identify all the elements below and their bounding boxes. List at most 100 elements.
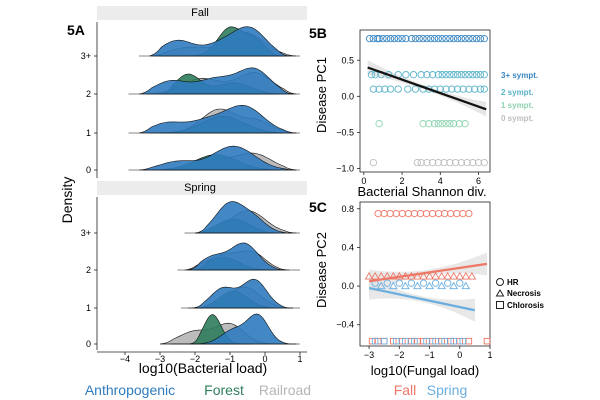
x-axis-title-5c: log10(Fungal load) bbox=[371, 363, 479, 378]
point-5b-3-sympt- bbox=[373, 34, 381, 43]
point-5c-fall-hr bbox=[392, 209, 400, 218]
x-tick-label-5b: 4 bbox=[438, 176, 443, 186]
point-5b-1-sympt- bbox=[446, 120, 454, 128]
point-5b-2-sympt- bbox=[472, 71, 481, 79]
y-axis-title-5a: Density bbox=[59, 177, 75, 224]
point-5b-1-sympt- bbox=[425, 120, 433, 128]
y-tick-label-5c: 0.0 bbox=[341, 281, 354, 291]
point-5b-3-sympt- bbox=[415, 34, 423, 43]
point-5b-2-sympt-low- bbox=[411, 85, 420, 93]
point-5c-fall-necrosis bbox=[443, 271, 453, 280]
point-5b-2-sympt-low- bbox=[453, 85, 462, 93]
panel-5a: −4 −3 −2 −1 0 1 3+ 2 1 0 3+ 2 1 0 bbox=[81, 6, 307, 364]
point-5c-spring-chlorosis bbox=[459, 337, 467, 345]
point-5b-1-sympt- bbox=[461, 120, 469, 128]
point-5c-fall-necrosis bbox=[370, 271, 380, 280]
point-5b-3-sympt- bbox=[383, 34, 391, 43]
point-5c-fall-hr bbox=[398, 209, 406, 218]
point-5b-2-sympt- bbox=[438, 71, 446, 79]
point-5b-3-sympt- bbox=[453, 34, 462, 43]
point-5b-0-sympt- bbox=[440, 158, 448, 167]
point-5b-0-sympt- bbox=[463, 158, 471, 167]
point-5b-3-sympt- bbox=[450, 34, 458, 43]
point-5c-spring-hr bbox=[456, 279, 464, 287]
point-5b-2-sympt- bbox=[409, 71, 418, 79]
fit-line-5c-fall bbox=[368, 262, 488, 283]
point-5c-spring-hr bbox=[383, 279, 391, 287]
point-5b-2-sympt-low- bbox=[381, 85, 389, 93]
legend-necrosis: Necrosis bbox=[507, 289, 541, 298]
point-5b-2-sympt-low- bbox=[442, 85, 450, 93]
point-5b-3-sympt- bbox=[365, 34, 374, 43]
point-5c-spring-necrosis bbox=[437, 281, 447, 290]
x-axis-title-5b: Bacterial Shannon div. bbox=[357, 184, 486, 199]
plot-frame-5b bbox=[359, 29, 491, 173]
panel-5b-label: 5B bbox=[309, 25, 327, 41]
point-5c-fall-necrosis bbox=[467, 271, 477, 280]
point-5b-1-sympt- bbox=[450, 120, 458, 128]
point-5b-3-sympt- bbox=[379, 34, 387, 43]
x-tick-label-5a: 0 bbox=[262, 354, 267, 364]
ridge-fall-1-anthropogenic bbox=[138, 104, 297, 134]
point-5c-spring-necrosis bbox=[388, 281, 398, 290]
x-tick-label-5a: −1 bbox=[225, 354, 235, 364]
point-5b-2-sympt- bbox=[423, 71, 431, 79]
point-5b-3-sympt- bbox=[472, 34, 481, 43]
legend-3plus-sympt: 3+ sympt. bbox=[501, 71, 538, 80]
point-5b-2-sympt-low- bbox=[448, 85, 456, 93]
point-5b-3-sympt- bbox=[402, 34, 410, 43]
point-5c-spring-hr bbox=[444, 279, 452, 287]
x-tick-label-5a: 1 bbox=[297, 354, 302, 364]
y-tick-label-5a: 0 bbox=[86, 165, 91, 175]
point-5b-2-sympt- bbox=[367, 71, 376, 79]
point-5c-fall-necrosis bbox=[449, 271, 459, 280]
point-5b-3-sympt- bbox=[375, 34, 383, 43]
fit-line-5c-spring bbox=[368, 286, 476, 312]
point-5c-spring-hr bbox=[431, 279, 440, 287]
point-5c-fall-hr bbox=[447, 209, 455, 218]
point-5b-2-sympt- bbox=[417, 71, 425, 79]
point-5c-fall-hr bbox=[434, 209, 443, 218]
point-5b-3-sympt- bbox=[457, 34, 465, 43]
point-5b-0-sympt- bbox=[369, 158, 378, 167]
point-5b-2-sympt- bbox=[446, 71, 454, 79]
point-5c-fall-necrosis bbox=[413, 271, 422, 280]
point-5c-fall-necrosis bbox=[455, 271, 465, 280]
point-5b-2-sympt- bbox=[434, 71, 443, 79]
legend-chlorosis-marker bbox=[496, 301, 504, 309]
point-5c-fall-necrosis bbox=[419, 271, 428, 280]
point-5b-0-sympt- bbox=[434, 158, 443, 167]
legend-0-sympt: 0 sympt. bbox=[501, 114, 533, 123]
point-5b-2-sympt-low- bbox=[369, 85, 378, 93]
point-5c-spring-hr bbox=[395, 279, 403, 287]
point-5b-2-sympt-low- bbox=[386, 85, 395, 93]
point-5c-spring-necrosis bbox=[376, 281, 386, 290]
point-5b-2-sympt- bbox=[371, 71, 379, 79]
point-5c-spring-chlorosis bbox=[432, 337, 439, 345]
point-5b-2-sympt- bbox=[461, 71, 469, 79]
point-5b-2-sympt-low- bbox=[375, 85, 383, 93]
y-tick-label-5b: 0.5 bbox=[341, 55, 354, 65]
legend-spring: Spring bbox=[427, 382, 467, 398]
y-tick-label-5c: −0.4 bbox=[336, 320, 354, 330]
point-5b-0-sympt- bbox=[474, 158, 483, 167]
point-5b-1-sympt- bbox=[438, 120, 446, 128]
x-tick-label-5c: 0 bbox=[457, 350, 462, 360]
point-5b-3-sympt- bbox=[427, 34, 435, 43]
panel-5a-label: 5A bbox=[67, 22, 85, 38]
strip-fall-label: Fall bbox=[191, 7, 209, 19]
y-tick-label-5c: 0.4 bbox=[341, 242, 354, 252]
point-5b-3-sympt- bbox=[469, 34, 477, 43]
legend-anthropogenic: Anthropogenic bbox=[85, 382, 175, 398]
point-5b-2-sympt- bbox=[469, 71, 477, 79]
x-tick-label-5c: −1 bbox=[424, 350, 434, 360]
strip-fall bbox=[97, 6, 307, 20]
point-5b-0-sympt- bbox=[469, 158, 477, 167]
point-5b-3-sympt- bbox=[434, 34, 443, 43]
x-tick-label-5a: −3 bbox=[155, 354, 165, 364]
plot-frame-5c bbox=[359, 201, 491, 347]
point-5c-fall-hr bbox=[459, 209, 467, 218]
point-5b-2-sympt-low- bbox=[394, 85, 402, 93]
ridge-fall-0-anthropogenic bbox=[138, 145, 297, 171]
point-5b-0-sympt- bbox=[480, 158, 488, 167]
